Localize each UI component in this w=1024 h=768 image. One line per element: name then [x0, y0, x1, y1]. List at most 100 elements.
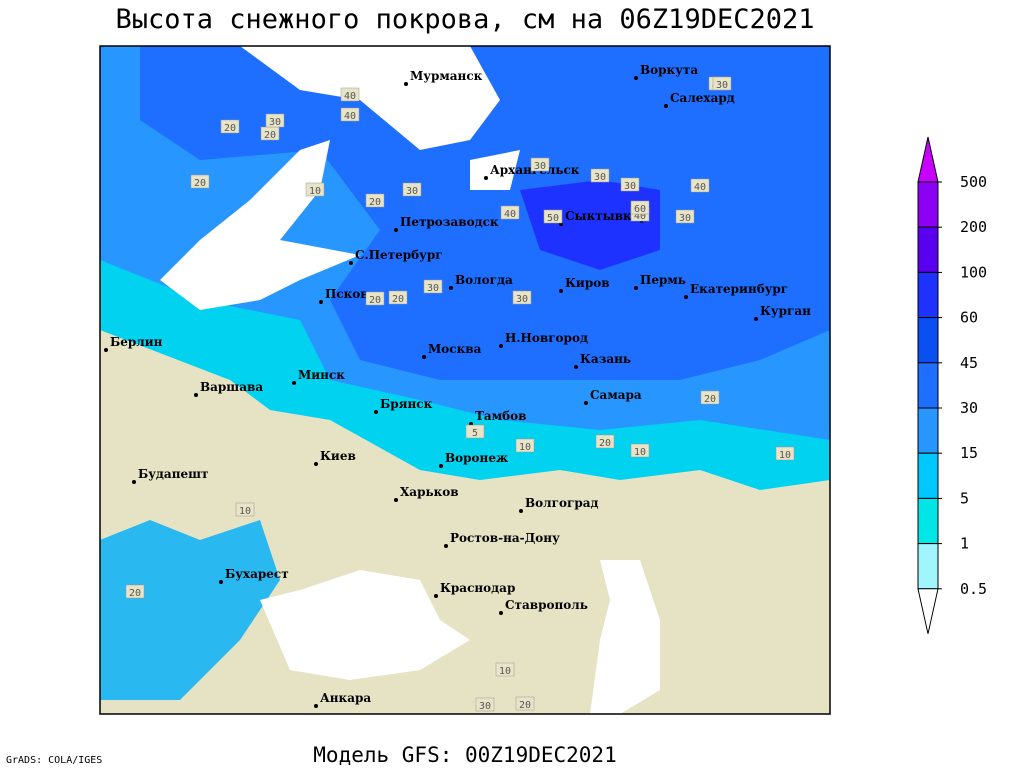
city-dot: [314, 462, 318, 466]
city-dot: [404, 82, 408, 86]
contour-label: 30: [594, 172, 606, 183]
city-label: Воронеж: [445, 451, 508, 465]
city-label: Будапешт: [138, 467, 208, 481]
contour-label-box: [305, 182, 325, 197]
city-label: Киров: [565, 276, 610, 290]
city-label: Брянск: [380, 397, 433, 411]
contour-label-box: [365, 291, 385, 306]
city-dot: [559, 289, 563, 293]
contour-label: 20: [704, 394, 716, 405]
contour-label: 40: [694, 182, 706, 193]
city-dot: [449, 286, 453, 290]
city-label: Москва: [428, 342, 482, 356]
contour-label: 30: [427, 283, 439, 294]
contour-label: 20: [129, 588, 141, 599]
city-label: Екатеринбург: [690, 282, 788, 296]
title: Высота снежного покрова, см на 06Z19DEC2…: [116, 4, 815, 35]
city-dot: [292, 381, 296, 385]
map: МурманскВоркутаСалехардАрхангельскПетроз…: [99, 45, 831, 715]
colorbar-label: 500: [960, 173, 987, 191]
white-sea: [470, 150, 520, 190]
colorbar-label: 100: [960, 263, 987, 281]
contour-label: 20: [369, 197, 381, 208]
contour-label: 30: [269, 117, 281, 128]
black-sea: [260, 570, 470, 680]
city-dot: [374, 410, 378, 414]
city-label: Воркута: [640, 63, 698, 77]
contour-label: 10: [634, 447, 646, 458]
colorbar-box: [917, 181, 939, 228]
city-label: Киев: [320, 449, 356, 463]
contour-label-box: [775, 446, 795, 461]
contour-label: 10: [519, 442, 531, 453]
contour-label: 10: [239, 506, 251, 517]
city-dot: [434, 594, 438, 598]
city-dot: [439, 464, 443, 468]
city-dot: [484, 176, 488, 180]
colorbar-label: 1: [960, 535, 969, 553]
city-label: Пермь: [640, 273, 686, 287]
contour-label: 20: [519, 700, 531, 711]
colorbar-box: [917, 407, 939, 454]
contour-label-box: [190, 174, 210, 189]
contour-label-box: [365, 193, 385, 208]
city-dot: [422, 355, 426, 359]
city-label: Тамбов: [475, 409, 526, 423]
contour-label-box: [423, 279, 443, 294]
contour-label-box: [388, 290, 408, 305]
city-dot: [104, 348, 108, 352]
city-label: Минск: [298, 368, 345, 382]
contour-label: 10: [309, 186, 321, 197]
contour-label-box: [495, 662, 515, 677]
map-frame: [99, 45, 831, 715]
snow-deepest: [520, 180, 660, 270]
contour-label: 20: [194, 178, 206, 189]
contour-label: 30: [516, 294, 528, 305]
baltic-sea: [160, 140, 360, 310]
contour-label: 40: [634, 211, 646, 222]
city-label: Псков: [325, 287, 369, 301]
city-label: Волгоград: [525, 496, 598, 510]
city-label: Анкара: [320, 691, 371, 705]
contour-label-box: [620, 177, 640, 192]
contour-label-box: [630, 443, 650, 458]
city-label: Бухарест: [225, 567, 289, 581]
city-dot: [194, 393, 198, 397]
contour-label-box: [515, 696, 535, 711]
city-label: Петрозаводск: [400, 215, 499, 229]
colorbar-label: 0.5: [960, 580, 987, 598]
contour-label: 20: [264, 130, 276, 141]
contour-label-box: [465, 424, 485, 439]
contour-label: 10: [499, 666, 511, 677]
contour-label-box: [630, 200, 650, 215]
colorbar-box: [917, 317, 939, 364]
colorbar-label: 200: [960, 218, 987, 236]
city-label: Краснодар: [440, 581, 515, 595]
city-label: Салехард: [670, 91, 735, 105]
contour-label-box: [515, 438, 535, 453]
city-dot: [394, 498, 398, 502]
contour-label: 60: [634, 204, 646, 215]
city-dot: [319, 300, 323, 304]
city-dot: [219, 580, 223, 584]
colorbar-box: [917, 543, 939, 590]
contour-label-box: [475, 697, 495, 712]
city-dot: [634, 286, 638, 290]
snow-deep: [140, 46, 830, 380]
city-label: Берлин: [110, 335, 163, 349]
contour-label-box: [265, 113, 285, 128]
colorbar-box: [917, 452, 939, 499]
city-dot: [349, 261, 353, 265]
city-dot: [584, 401, 588, 405]
colorbar-top: [917, 136, 939, 183]
contour-label-box: [543, 209, 563, 224]
city-label: Самара: [590, 388, 642, 402]
contour-label: 5: [472, 428, 478, 439]
caspian-sea: [590, 560, 660, 714]
colorbar-box: [917, 362, 939, 409]
colorbar-box: [917, 226, 939, 273]
city-label: Сыктывкар: [565, 209, 648, 223]
barents-sea: [240, 46, 500, 150]
contour-label-box: [125, 584, 145, 599]
